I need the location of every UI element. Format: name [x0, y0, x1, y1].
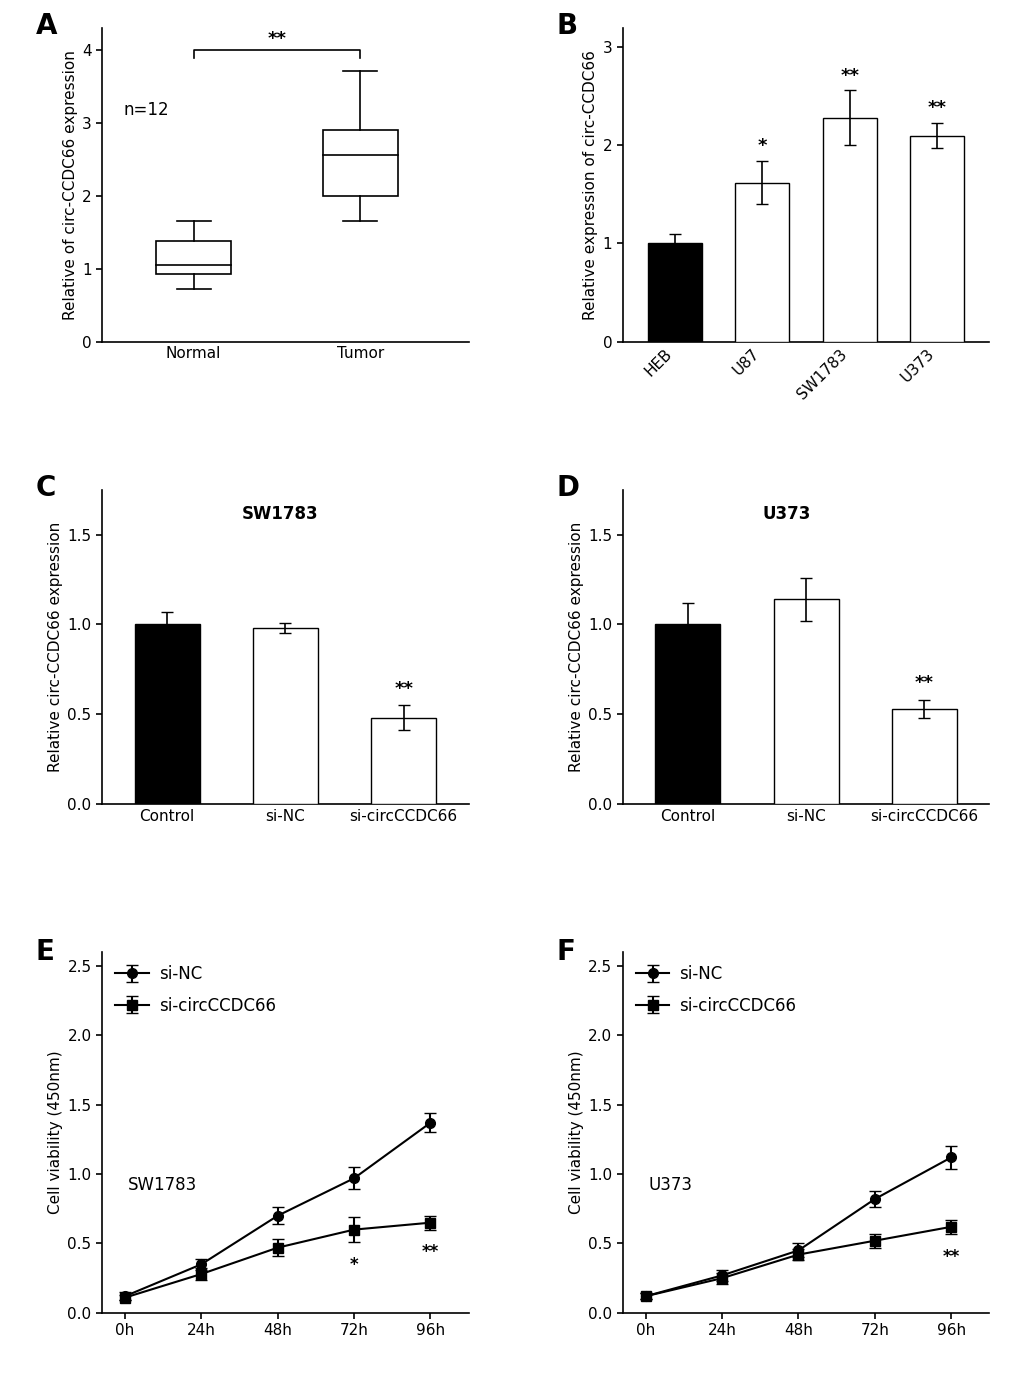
Bar — [156, 240, 231, 274]
Text: A: A — [36, 12, 57, 40]
Text: B: B — [556, 12, 577, 40]
Text: *: * — [757, 137, 766, 155]
Text: U373: U373 — [761, 506, 810, 524]
Y-axis label: Relative circ-CCDC66 expression: Relative circ-CCDC66 expression — [48, 521, 63, 773]
Bar — [735, 182, 789, 341]
Bar — [822, 117, 876, 341]
Y-axis label: Relative expression of circ-CCDC66: Relative expression of circ-CCDC66 — [583, 50, 598, 319]
Bar — [253, 627, 318, 804]
Legend: si-NC, si-circCCDC66: si-NC, si-circCCDC66 — [631, 960, 801, 1020]
Text: E: E — [36, 937, 55, 966]
Bar — [647, 243, 701, 341]
Y-axis label: Cell viability (450nm): Cell viability (450nm) — [48, 1050, 63, 1215]
Text: F: F — [556, 937, 575, 966]
Legend: si-NC, si-circCCDC66: si-NC, si-circCCDC66 — [110, 960, 280, 1020]
Bar — [909, 135, 963, 341]
Text: **: ** — [926, 100, 946, 117]
Text: **: ** — [942, 1248, 959, 1266]
Text: n=12: n=12 — [123, 101, 169, 119]
Bar — [772, 600, 838, 804]
Text: **: ** — [393, 680, 413, 698]
Text: D: D — [556, 474, 579, 502]
Text: *: * — [350, 1256, 358, 1274]
Text: **: ** — [914, 674, 933, 692]
Text: SW1783: SW1783 — [127, 1176, 197, 1194]
Text: **: ** — [422, 1244, 439, 1262]
Y-axis label: Relative circ-CCDC66 expression: Relative circ-CCDC66 expression — [569, 521, 584, 773]
Bar — [654, 625, 719, 804]
Y-axis label: Relative of circ-CCDC66 expression: Relative of circ-CCDC66 expression — [62, 50, 77, 319]
Bar — [891, 709, 956, 804]
Text: **: ** — [267, 30, 286, 48]
Bar — [323, 130, 397, 195]
Text: C: C — [36, 474, 56, 502]
Text: U373: U373 — [648, 1176, 692, 1194]
Bar — [371, 717, 436, 804]
Y-axis label: Cell viability (450nm): Cell viability (450nm) — [569, 1050, 584, 1215]
Text: **: ** — [840, 66, 858, 84]
Text: SW1783: SW1783 — [242, 506, 318, 524]
Bar — [135, 625, 200, 804]
